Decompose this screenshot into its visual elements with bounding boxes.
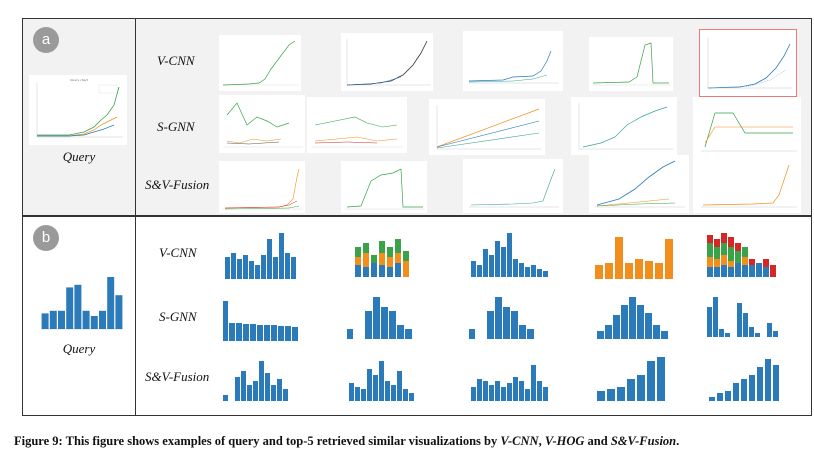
a-sgnn-result-3: [429, 99, 545, 155]
b-sgnn-result-5: [703, 293, 795, 345]
panel-b-query-label: Query: [62, 341, 96, 356]
a-vcnn-result-1: [219, 35, 301, 91]
caption-prefix: Figure 9: This figure shows examples of …: [14, 434, 501, 448]
query-bar: [58, 310, 65, 329]
query-bar-chart: [31, 271, 127, 337]
a-sgnn-result-1: [219, 95, 305, 153]
b-vcnn-result-4: [589, 229, 681, 283]
panel-a-row-label-vcnn: V-CNN: [157, 53, 195, 68]
query-bar: [82, 310, 90, 329]
b-vcnn-result-2: [341, 227, 427, 283]
query-bar: [66, 287, 74, 329]
a-vcnn-result-3: [463, 31, 563, 91]
a-svfusion-result-2: [341, 161, 427, 213]
a-sgnn-result-2: [307, 97, 407, 153]
b-svfusion-result-4: [589, 351, 681, 405]
query-bar: [74, 284, 82, 329]
b-sgnn-result-3: [463, 289, 549, 345]
query-line-chart: Query chart: [29, 75, 127, 145]
b-sgnn-result-2: [341, 289, 427, 345]
caption-method-vhog: V-HOG: [544, 434, 585, 448]
caption-method-vcnn: V-CNN: [500, 434, 539, 448]
a-vcnn-result-4: [589, 37, 673, 91]
b-svfusion-result-5: [703, 351, 795, 405]
a-vcnn-result-2: [341, 33, 433, 91]
caption-sep-1: ,: [538, 434, 545, 448]
query-bar: [41, 313, 49, 329]
query-bar: [99, 310, 106, 329]
panel-a-row-label-sgnn: S-GNN: [157, 119, 195, 134]
b-svfusion-result-1: [219, 351, 305, 405]
panel-a-query-label: Query: [62, 149, 96, 164]
query-bar: [49, 310, 57, 329]
svg-text:Query chart: Query chart: [70, 78, 89, 82]
b-vcnn-result-1: [219, 231, 305, 283]
caption-suffix: .: [676, 434, 680, 448]
b-svfusion-result-2: [341, 351, 427, 405]
panel-b: b Query V-CNN S-GNN S&V-Fusion: [22, 216, 812, 416]
panel-b-divider: [135, 217, 136, 415]
panel-b-row-label-vcnn: V-CNN: [159, 245, 197, 260]
a-vcnn-result-5-highlighted: [699, 29, 797, 97]
a-sgnn-result-4: [571, 97, 677, 155]
a-svfusion-result-3: [463, 159, 563, 213]
panel-a-badge: a: [33, 27, 59, 53]
query-bar: [115, 295, 123, 329]
b-vcnn-result-5: [703, 227, 793, 283]
a-sgnn-result-5: [693, 97, 801, 157]
query-bar-svg: [41, 277, 123, 330]
b-vcnn-result-3: [463, 227, 563, 283]
caption-sep-2: and: [584, 434, 611, 448]
b-sgnn-result-1: [219, 295, 305, 345]
panel-b-row-label-svfusion: S&V-Fusion: [145, 369, 210, 384]
figure-caption: Figure 9: This figure shows examples of …: [14, 434, 814, 449]
panel-b-badge: b: [33, 225, 59, 251]
b-sgnn-result-4: [589, 289, 681, 345]
caption-method-svfusion: S&V-Fusion: [610, 434, 677, 448]
query-bar: [90, 316, 98, 329]
a-svfusion-result-4: [589, 155, 689, 213]
b-svfusion-result-3: [463, 351, 563, 405]
a-svfusion-result-1: [219, 161, 305, 213]
panel-b-row-label-sgnn: S-GNN: [159, 309, 197, 324]
a-svfusion-result-5: [693, 155, 801, 213]
panel-a-row-label-svfusion: S&V-Fusion: [145, 177, 210, 192]
panel-a-divider: [135, 19, 136, 215]
panel-a: a Query chart Query V-CNN S-GNN S&V-Fusi…: [22, 18, 812, 216]
query-bar: [107, 277, 115, 329]
